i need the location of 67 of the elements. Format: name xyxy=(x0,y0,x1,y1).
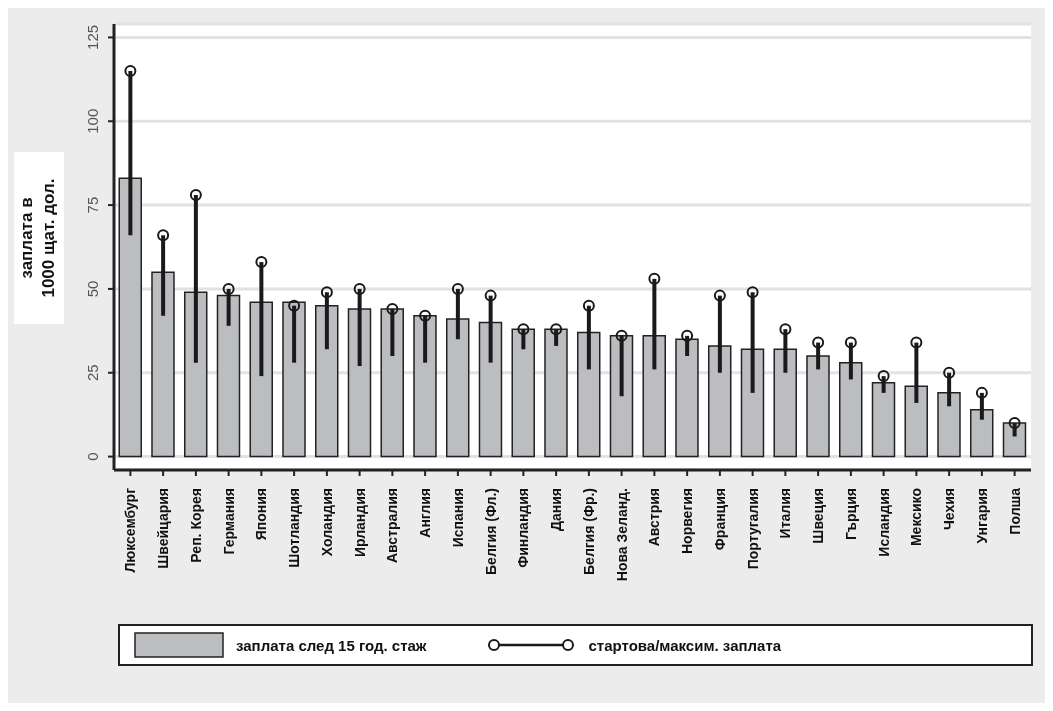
point xyxy=(353,282,366,295)
x-tick-label: Австралия xyxy=(384,488,401,564)
x-tick-label: Австрия xyxy=(646,488,663,547)
point xyxy=(124,64,137,77)
x-tick-label: Дания xyxy=(548,488,565,531)
x-tick-label: Англия xyxy=(417,488,434,538)
x-tick-label: Белгия (Фл.) xyxy=(482,488,499,575)
point xyxy=(844,336,857,349)
bar xyxy=(413,314,437,458)
x-tick-label: Швейцария xyxy=(155,488,172,569)
y-tick-label: 0 xyxy=(84,452,101,461)
point xyxy=(615,329,628,342)
x-tick-label: Нова Зеланд. xyxy=(613,488,630,582)
x-tick-label: Франция xyxy=(711,488,728,551)
legend-label: стартова/максим. заплата xyxy=(588,636,782,654)
x-tick-label: Мексико xyxy=(908,488,925,547)
text: заплата след 15 год. стаж xyxy=(236,636,427,654)
x-tick-label: Холандия xyxy=(318,488,335,557)
x-tick-label: Италия xyxy=(777,488,794,539)
point xyxy=(975,386,988,399)
y-tick-label: 75 xyxy=(84,196,101,214)
point xyxy=(812,336,825,349)
point xyxy=(713,289,726,302)
x-tick-label: Полша xyxy=(1006,487,1023,535)
point xyxy=(910,336,923,349)
point xyxy=(189,189,202,202)
x-tick-label: Чехия xyxy=(941,488,958,530)
x-tick-label: Норвегия xyxy=(679,488,696,555)
x-tick-label: Белгия (Фр.) xyxy=(580,488,597,575)
point xyxy=(779,323,792,336)
x-tick-label: Финландия xyxy=(515,488,532,568)
x-tick-label: Япония xyxy=(253,488,270,541)
x-tick-label: Испания xyxy=(449,488,466,548)
point xyxy=(681,329,694,342)
bar xyxy=(282,301,306,458)
point xyxy=(1008,417,1021,430)
x-tick-label: Германия xyxy=(220,488,237,555)
point xyxy=(877,370,890,383)
point xyxy=(386,303,399,316)
x-tick-label: Исландия xyxy=(875,488,892,557)
x-tick-label: Реп. Корея xyxy=(187,488,204,563)
y-tick-label: 125 xyxy=(84,24,101,50)
point xyxy=(288,299,301,312)
x-tick-label: Швеция xyxy=(810,488,827,544)
y-tick-label: 50 xyxy=(84,280,101,298)
point xyxy=(648,272,661,285)
point xyxy=(255,256,268,269)
point xyxy=(222,282,235,295)
point xyxy=(582,299,595,312)
point xyxy=(451,282,464,295)
point xyxy=(746,286,759,299)
point xyxy=(419,309,432,322)
point xyxy=(320,286,333,299)
x-tick-label: Люксембург xyxy=(122,487,139,573)
x-tick-label: Гърция xyxy=(842,488,859,541)
y-tick-label: 25 xyxy=(84,364,101,382)
x-tick-label: Португалия xyxy=(744,488,761,570)
x-tick-label: Унгария xyxy=(973,488,990,544)
x-tick-label: Ирландия xyxy=(351,488,368,558)
y-axis-title: заплата в 1000 щат. дол. xyxy=(17,178,58,298)
y-tick-label: 100 xyxy=(84,108,101,134)
point xyxy=(943,366,956,379)
point xyxy=(517,323,530,336)
point xyxy=(550,323,563,336)
x-tick-label: Шотландия xyxy=(286,488,303,568)
point xyxy=(484,289,497,302)
point xyxy=(157,229,170,242)
